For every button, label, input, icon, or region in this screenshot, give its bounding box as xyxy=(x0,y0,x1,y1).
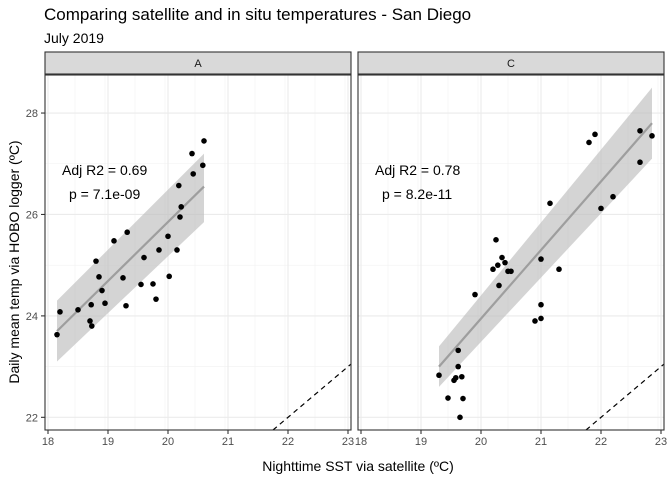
panel-a-data-point xyxy=(150,281,156,287)
chart-subtitle: July 2019 xyxy=(44,30,104,46)
panel-c-x-tick-label: 23 xyxy=(655,436,667,448)
panel-c-x-tick-label: 20 xyxy=(475,436,487,448)
panel-c-data-point xyxy=(547,200,553,207)
panel-c-data-point xyxy=(637,127,643,134)
panel-c-data-point xyxy=(532,318,538,324)
panel-c-data-point xyxy=(649,133,655,139)
panel-a-data-point xyxy=(96,274,102,280)
panel-c-annotation-p: p = 8.2e-11 xyxy=(382,186,452,202)
panel-c-x-tick-label: 19 xyxy=(415,436,427,448)
chart-title: Comparing satellite and in situ temperat… xyxy=(44,5,472,24)
panel-a-data-point xyxy=(153,296,159,302)
panel-c-data-point xyxy=(455,363,462,370)
panel-a-x-tick-label: 22 xyxy=(282,436,294,448)
panel-a-data-point xyxy=(190,171,196,177)
panel-a-data-point xyxy=(178,204,184,210)
panel-c-strip xyxy=(357,51,665,75)
panel-a-data-point xyxy=(177,214,183,220)
panel-a-data-point xyxy=(102,300,108,307)
panel-a-x-tick-label: 23 xyxy=(342,436,354,448)
x-axis-title: Nighttime SST via satellite (ºC) xyxy=(262,458,454,474)
panel-c-data-point xyxy=(493,237,499,243)
panel-a-data-point xyxy=(54,331,60,338)
panel-a-data-point xyxy=(156,247,162,253)
panel-c-data-point xyxy=(455,347,462,354)
panel-a-data-point xyxy=(89,323,95,329)
panel-a-data-point xyxy=(141,254,147,261)
panel-a-x-tick-label: 19 xyxy=(102,436,114,448)
panel-a-data-point xyxy=(201,138,207,144)
y-tick-label: 22 xyxy=(26,412,38,424)
panel-a-data-point xyxy=(111,238,117,244)
panel-c-data-point xyxy=(502,259,508,266)
panel-c-data-point xyxy=(586,139,592,146)
panel-a-data-point xyxy=(189,150,195,157)
panel-c-data-point xyxy=(499,254,505,261)
panel-a-annotation-p: p = 7.1e-09 xyxy=(69,186,140,202)
panel-c-confidence-band xyxy=(439,87,652,387)
panel-a-data-point xyxy=(166,273,172,280)
panel-c-data-point xyxy=(495,262,501,268)
panel-a-data-point xyxy=(200,162,206,169)
panel-c-data-point xyxy=(592,131,598,138)
panel-c-border xyxy=(357,74,665,431)
panel-c-data-point xyxy=(538,256,544,262)
panel-c-reference-line xyxy=(585,363,665,431)
panel-a-reference-line xyxy=(272,363,352,431)
panel-c-data-point xyxy=(459,373,465,380)
panel-c-data-point xyxy=(472,291,478,298)
panel-c-data-point xyxy=(445,395,451,401)
panel-a-regression-line xyxy=(56,185,205,332)
panel-c-x-tick-label: 22 xyxy=(595,436,607,448)
panel-a-data-point xyxy=(57,309,63,315)
panel-c-data-point xyxy=(538,301,544,308)
panel-c-data-point xyxy=(556,266,562,273)
panel-c-annotation-r2: Adj R2 = 0.78 xyxy=(375,162,460,178)
panel-c-data-point xyxy=(457,414,463,421)
panel-c-regression-line xyxy=(438,122,653,368)
panel-a-data-point xyxy=(93,258,99,264)
y-tick-label: 28 xyxy=(26,108,38,120)
panel-a-annotation-r2: Adj R2 = 0.69 xyxy=(62,162,147,178)
panel-c-data-point xyxy=(460,395,466,402)
panel-a-data-point xyxy=(75,307,81,313)
panel-a-data-point xyxy=(165,233,171,240)
panel-a-x-tick-label: 20 xyxy=(162,436,174,448)
panel-c-data-point xyxy=(453,374,459,381)
panel-c-x-tick-label: 21 xyxy=(535,436,547,448)
panel-c-data-point xyxy=(598,205,604,212)
panel-a-data-point xyxy=(174,247,180,253)
panel-a-border xyxy=(44,74,352,431)
panel-c-data-point xyxy=(490,266,496,273)
panel-a-data-point xyxy=(99,287,105,294)
y-tick-label: 24 xyxy=(26,311,38,323)
panel-c-data-point xyxy=(610,193,616,200)
panel-a-data-point xyxy=(87,318,93,324)
panel-c-data-point xyxy=(508,268,514,275)
panel-a-data-point xyxy=(176,182,182,189)
panel-c-data-point xyxy=(637,159,643,166)
panel-c-data-point xyxy=(436,372,442,379)
y-axis-title: Daily mean temp via HOBO logger (ºC) xyxy=(6,140,22,383)
panel-c-data-point xyxy=(496,282,502,289)
panel-c-strip-label: C xyxy=(507,58,515,70)
panel-a-background xyxy=(45,75,351,430)
panel-a-x-tick-label: 21 xyxy=(222,436,234,448)
panel-c-background xyxy=(358,75,664,430)
panel-c-x-tick-label: 18 xyxy=(355,436,367,448)
panel-a-strip xyxy=(44,51,352,75)
y-tick-label: 26 xyxy=(26,209,38,221)
panel-a-x-tick-label: 18 xyxy=(42,436,54,448)
panel-a-data-point xyxy=(88,301,94,308)
panel-a-data-point xyxy=(124,229,130,236)
panel-c-data-point xyxy=(538,315,544,322)
panel-a-data-point xyxy=(120,275,126,281)
panel-a-data-point xyxy=(138,281,144,288)
panel-a-data-point xyxy=(123,302,129,309)
panel-a-strip-label: A xyxy=(194,58,202,70)
